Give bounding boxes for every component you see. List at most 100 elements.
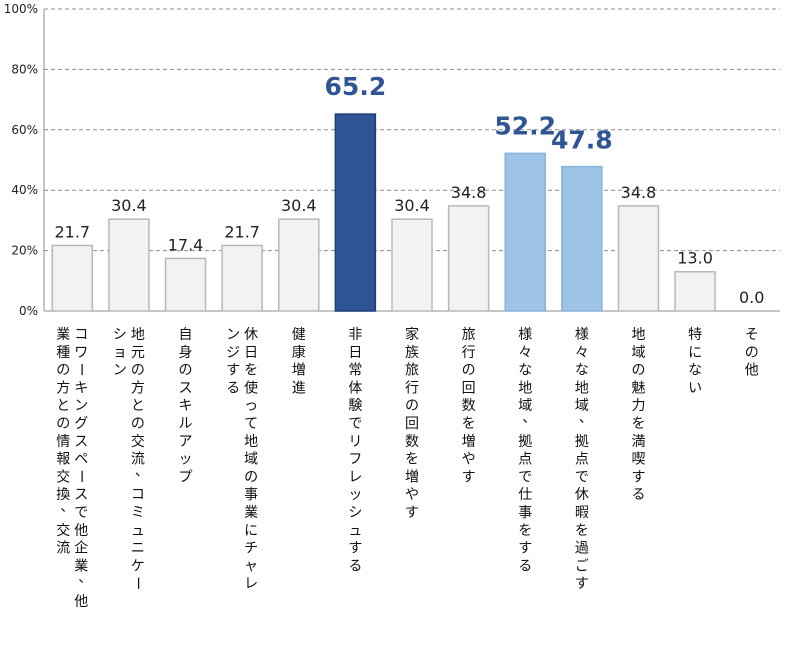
category-char: 地 bbox=[244, 434, 258, 450]
category-char: チ bbox=[244, 541, 258, 557]
category-char: ン bbox=[113, 363, 127, 379]
category-char: て bbox=[244, 416, 258, 432]
category-char: す bbox=[348, 541, 362, 557]
category-char: の bbox=[131, 363, 145, 379]
category-char: 族 bbox=[405, 345, 419, 361]
category-char: の bbox=[631, 363, 645, 379]
category-char: ペ bbox=[74, 452, 88, 468]
category-char: や bbox=[405, 487, 419, 503]
category-char: る bbox=[631, 487, 645, 503]
bar bbox=[164, 257, 207, 312]
data-label: 13.0 bbox=[677, 249, 713, 268]
category-char: コ bbox=[74, 327, 88, 343]
category-char: 他 bbox=[745, 363, 759, 379]
category-char: 行 bbox=[462, 345, 476, 361]
category-char: レ bbox=[348, 469, 362, 485]
category-char: 域 bbox=[518, 398, 532, 414]
category-char: 域 bbox=[575, 398, 589, 414]
category-char: す bbox=[631, 469, 645, 485]
category-char: 、 bbox=[78, 570, 92, 586]
category-char: 喫 bbox=[631, 452, 645, 468]
bar bbox=[617, 205, 660, 312]
category-char: す bbox=[226, 363, 240, 379]
category-char: に bbox=[688, 345, 702, 361]
category-char: 地 bbox=[631, 327, 645, 343]
data-label: 21.7 bbox=[54, 222, 90, 241]
category-char: プ bbox=[179, 469, 193, 485]
category-char: っ bbox=[244, 398, 258, 414]
category-char: 流 bbox=[131, 452, 145, 468]
category-char: 増 bbox=[462, 434, 476, 450]
category-char: ス bbox=[74, 487, 88, 503]
category-char: 進 bbox=[292, 380, 306, 396]
category-char: 域 bbox=[244, 452, 258, 468]
category-char: ジ bbox=[226, 345, 240, 361]
category-char: を bbox=[244, 363, 258, 379]
bar bbox=[391, 218, 433, 312]
category-char: 力 bbox=[631, 398, 645, 414]
category-char: で bbox=[74, 505, 88, 521]
category-char: 業 bbox=[74, 558, 88, 574]
category-char: 使 bbox=[244, 379, 258, 396]
category-char: 拠 bbox=[518, 434, 532, 450]
category-char: 方 bbox=[56, 380, 70, 396]
category-char: ュ bbox=[131, 523, 145, 539]
category-char: 、 bbox=[135, 463, 149, 479]
category-char: ン bbox=[74, 398, 88, 414]
data-label: 21.7 bbox=[224, 222, 260, 241]
category-char: 、 bbox=[579, 410, 593, 426]
category-char: の bbox=[179, 363, 193, 379]
category-char: 様 bbox=[575, 327, 589, 343]
category-char: 域 bbox=[631, 345, 645, 361]
y-axis-ticks: 0% 20% 40% 60% 80% 100% bbox=[4, 2, 38, 318]
category-char: ャ bbox=[244, 558, 258, 574]
category-labels: コワーキングスペースで他企業、他業種の方との情報交換、交流地元の方との交流、コミ… bbox=[56, 326, 758, 610]
category-char: 満 bbox=[631, 434, 645, 450]
category-char: 元 bbox=[131, 345, 145, 361]
data-label: 17.4 bbox=[168, 235, 204, 254]
category-char: 数 bbox=[405, 434, 419, 450]
data-labels: 21.7 30.4 17.4 21.7 30.4 65.2 30.4 34.8 52.247.8… bbox=[54, 72, 764, 307]
data-label: 52.2 bbox=[494, 111, 556, 140]
category-char: の bbox=[56, 416, 70, 432]
category-char: の bbox=[462, 363, 476, 379]
bar bbox=[334, 113, 377, 312]
category-char: ッ bbox=[348, 487, 362, 503]
category-char: に bbox=[244, 523, 258, 539]
category-char: ア bbox=[179, 434, 193, 450]
category-char: ー bbox=[72, 469, 88, 483]
category-char: 点 bbox=[575, 452, 589, 468]
data-label: 47.8 bbox=[551, 126, 613, 155]
category-char: 業 bbox=[244, 505, 258, 521]
data-label: 34.8 bbox=[621, 183, 657, 202]
data-label: 34.8 bbox=[451, 183, 487, 202]
category-char: 地 bbox=[575, 380, 589, 396]
category-char: 体 bbox=[348, 380, 362, 396]
category-char: 換 bbox=[56, 487, 70, 503]
category-char: を bbox=[405, 452, 419, 468]
category-char: 点 bbox=[518, 452, 532, 468]
bar bbox=[504, 152, 546, 312]
category-char: と bbox=[131, 398, 145, 414]
category-char: す bbox=[405, 505, 419, 521]
category-char: ご bbox=[575, 558, 589, 574]
category-char: の bbox=[745, 345, 759, 361]
category-char: の bbox=[244, 469, 258, 485]
category-char: 自 bbox=[179, 327, 193, 343]
category-char: 交 bbox=[56, 522, 70, 539]
category-char: す bbox=[575, 576, 589, 592]
category-char: ミ bbox=[131, 505, 145, 521]
category-char: ニ bbox=[131, 541, 145, 557]
category-char: で bbox=[348, 416, 362, 432]
category-char: ー bbox=[72, 363, 88, 377]
category-char: 非 bbox=[348, 327, 362, 343]
bar bbox=[278, 218, 320, 312]
